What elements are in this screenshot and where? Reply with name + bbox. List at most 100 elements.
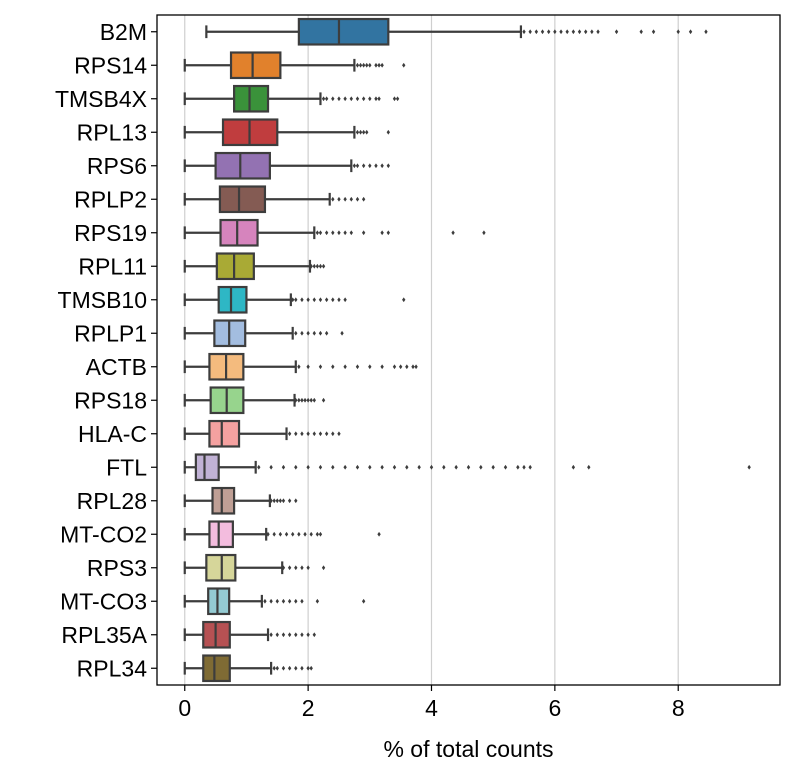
outlier-point: [380, 464, 384, 470]
outlier-point: [337, 230, 341, 236]
outlier-point: [405, 464, 409, 470]
outlier-point: [349, 96, 353, 102]
outlier-point: [306, 431, 310, 437]
outlier-point: [479, 464, 483, 470]
outlier-point: [516, 464, 520, 470]
outlier-point: [294, 565, 298, 571]
iqr-box: [233, 84, 270, 113]
box-ftl: [183, 453, 751, 482]
outlier-point: [300, 431, 304, 437]
outlier-point: [503, 464, 508, 470]
outlier-point: [278, 498, 283, 504]
outlier-point: [269, 632, 273, 638]
outlier-point: [331, 464, 335, 470]
outlier-point: [281, 632, 286, 638]
box-rpl13: [183, 118, 390, 147]
outlier-point: [272, 665, 276, 671]
outlier-point: [361, 96, 366, 102]
outlier-point: [380, 230, 384, 236]
x-axis-label: % of total counts: [383, 736, 553, 762]
outlier-point: [281, 665, 286, 671]
outlier-point: [571, 464, 576, 470]
box-rps3: [183, 553, 326, 582]
outlier-point: [337, 196, 341, 202]
outlier-point: [257, 464, 261, 470]
outlier-point: [321, 397, 326, 403]
outlier-point: [442, 464, 446, 470]
outlier-point: [528, 464, 532, 470]
outlier-point: [337, 96, 341, 102]
outlier-point: [300, 665, 304, 671]
outlier-point: [300, 330, 304, 336]
outlier-point: [451, 230, 455, 236]
y-tick-label: MT-CO2: [60, 521, 147, 547]
outlier-point: [306, 632, 310, 638]
outlier-point: [300, 598, 304, 604]
y-tick-label: RPS6: [87, 153, 147, 179]
outlier-point: [291, 297, 295, 303]
outlier-point: [352, 163, 357, 169]
outlier-point: [349, 230, 353, 236]
outlier-point: [365, 129, 369, 135]
outlier-point: [361, 196, 366, 202]
outlier-point: [309, 665, 313, 671]
outlier-point: [368, 62, 372, 68]
x-tick-label: 6: [548, 695, 561, 721]
outlier-point: [315, 263, 320, 269]
outlier-point: [337, 431, 341, 437]
outlier-point: [321, 96, 326, 102]
outlier-point: [343, 297, 347, 303]
outlier-point: [361, 129, 366, 135]
y-tick-label: RPL11: [78, 253, 147, 279]
box-rps14: [183, 51, 406, 80]
outlier-point: [368, 364, 372, 370]
y-tick-label: RPL34: [77, 655, 148, 681]
outlier-point: [565, 29, 569, 35]
outlier-point: [287, 565, 292, 571]
outlier-point: [374, 96, 378, 102]
outlier-point: [704, 29, 708, 35]
outlier-point: [303, 397, 307, 403]
box-series: [183, 17, 751, 683]
y-tick-label: B2M: [100, 19, 147, 45]
iqr-box: [202, 654, 231, 683]
outlier-point: [306, 464, 310, 470]
x-tick-label: 8: [672, 695, 685, 721]
outlier-point: [297, 364, 301, 370]
outlier-point: [324, 297, 329, 303]
iqr-box: [208, 419, 241, 448]
outlier-point: [343, 364, 347, 370]
outlier-point: [324, 230, 329, 236]
outlier-point: [294, 632, 298, 638]
outlier-point: [331, 364, 335, 370]
outlier-point: [466, 464, 471, 470]
outlier-point: [318, 330, 323, 336]
y-tick-label: TMSB10: [58, 287, 147, 313]
outlier-point: [392, 364, 397, 370]
box-rpl28: [183, 486, 298, 515]
y-tick-label: HLA-C: [78, 421, 147, 447]
outlier-point: [392, 464, 397, 470]
outlier-point: [386, 230, 390, 236]
outlier-point: [331, 96, 335, 102]
box-rplp1: [183, 319, 344, 348]
outlier-point: [377, 531, 381, 537]
outlier-point: [331, 196, 335, 202]
outlier-point: [297, 531, 301, 537]
outlier-point: [272, 531, 276, 537]
outlier-point: [355, 129, 360, 135]
outlier-point: [275, 598, 279, 604]
y-tick-label: RPS18: [74, 387, 147, 413]
iqr-box: [214, 151, 271, 180]
box-rplp2: [183, 185, 366, 214]
outlier-point: [284, 531, 289, 537]
outlier-point: [287, 498, 292, 504]
outlier-point: [287, 632, 292, 638]
outlier-point: [318, 297, 323, 303]
outlier-point: [380, 163, 384, 169]
box-tmsb10: [183, 285, 406, 314]
outlier-point: [275, 498, 279, 504]
outlier-point: [358, 62, 363, 68]
outlier-point: [411, 364, 415, 370]
outlier-point: [491, 464, 495, 470]
